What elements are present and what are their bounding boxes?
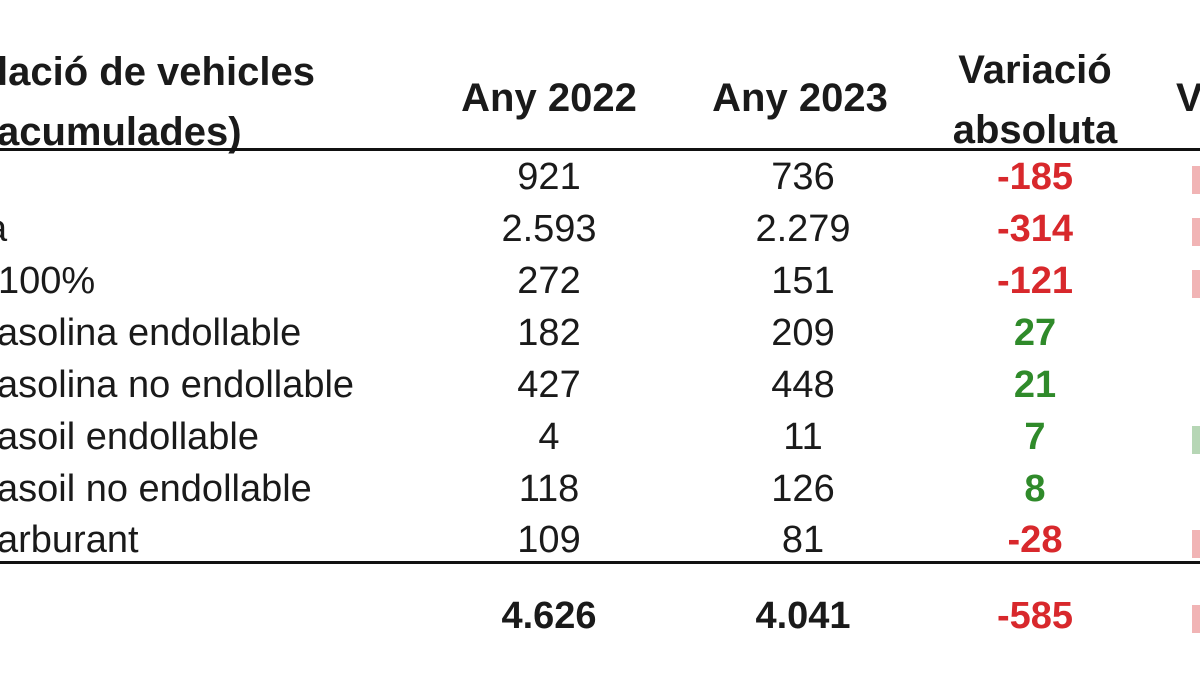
row-variation: 8 — [1024, 468, 1046, 510]
cropped-cell-mark — [1192, 605, 1200, 633]
total-2023: 4.041 — [755, 595, 851, 637]
total-2022: 4.626 — [501, 595, 597, 637]
cropped-cell-mark — [1192, 530, 1200, 558]
row-label: 100% — [0, 260, 96, 302]
row-2023: 151 — [771, 260, 835, 302]
row-variation: 7 — [1024, 416, 1046, 458]
row-2022: 427 — [517, 364, 581, 406]
header-any-2023: Any 2023 — [712, 76, 888, 120]
row-2023: 209 — [771, 312, 835, 354]
row-2023: 2.279 — [755, 208, 851, 250]
row-2022: 109 — [517, 519, 581, 561]
cropped-cell-mark — [1192, 426, 1200, 454]
header-variacio-line2: absoluta — [952, 108, 1118, 152]
cropped-cell-mark — [1192, 166, 1200, 194]
row-label: asoil no endollable — [0, 468, 312, 510]
row-2022: 2.593 — [501, 208, 597, 250]
row-2023: 126 — [771, 468, 835, 510]
row-label: asoil endollable — [0, 416, 259, 458]
row-variation: -185 — [996, 156, 1074, 198]
row-label: a — [0, 210, 7, 248]
row-2022: 921 — [517, 156, 581, 198]
row-2023: 448 — [771, 364, 835, 406]
header-label-line1: lació de vehicles — [0, 50, 315, 94]
header-variacio-line1: Variació — [958, 48, 1112, 92]
header-any-2022: Any 2022 — [461, 76, 637, 120]
row-label: arburant — [0, 519, 139, 561]
row-variation: -314 — [996, 208, 1074, 250]
row-label: asolina no endollable — [0, 364, 355, 406]
row-2022: 182 — [517, 312, 581, 354]
cropped-cell-mark — [1192, 270, 1200, 298]
header-rule — [0, 148, 1200, 151]
row-2022: 4 — [538, 416, 560, 458]
row-variation: 21 — [1013, 364, 1057, 406]
row-label: asolina endollable — [0, 312, 302, 354]
row-2023: 736 — [771, 156, 835, 198]
row-2022: 118 — [518, 468, 580, 510]
row-2023: 11 — [783, 416, 823, 458]
total-variation: -585 — [996, 595, 1074, 637]
row-2022: 272 — [517, 260, 581, 302]
header-cut-column: V — [1176, 76, 1200, 120]
row-variation: -121 — [996, 260, 1074, 302]
row-variation: -28 — [1007, 519, 1063, 561]
total-rule — [0, 561, 1200, 564]
header-label-line2: acumulades) — [0, 110, 242, 154]
cropped-cell-mark — [1192, 218, 1200, 246]
row-variation: 27 — [1013, 312, 1057, 354]
row-2023: 81 — [781, 519, 825, 561]
